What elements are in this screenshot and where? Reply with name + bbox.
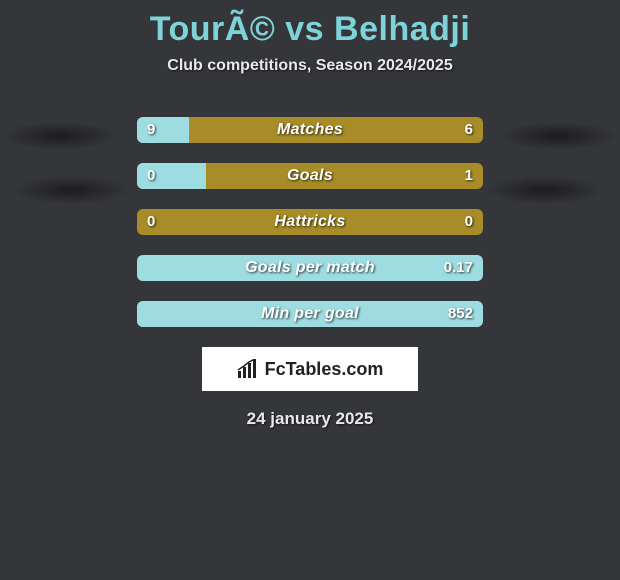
shadow-oval: [2, 122, 118, 150]
right-value: 0.17: [444, 255, 473, 281]
row-label: Matches: [137, 117, 483, 143]
row-label: Hattricks: [137, 209, 483, 235]
shadow-oval: [13, 176, 129, 204]
page-subtitle: Club competitions, Season 2024/2025: [0, 57, 620, 75]
comparison-row: 9Matches6: [137, 117, 483, 143]
right-value: 0: [465, 209, 473, 235]
branding-text: FcTables.com: [265, 359, 384, 380]
shadow-oval: [500, 122, 616, 150]
shadow-oval: [487, 176, 603, 204]
row-label: Min per goal: [137, 301, 483, 327]
branding-badge: FcTables.com: [202, 347, 418, 391]
comparison-row: Min per goal852: [137, 301, 483, 327]
chart-icon: [237, 359, 259, 379]
page-title: TourÃ© vs Belhadji: [0, 0, 620, 49]
comparison-row: Goals per match0.17: [137, 255, 483, 281]
right-value: 6: [465, 117, 473, 143]
right-value: 852: [448, 301, 473, 327]
comparison-row: 0Goals1: [137, 163, 483, 189]
footer-date: 24 january 2025: [0, 409, 620, 429]
comparison-rows: 9Matches60Goals10Hattricks0Goals per mat…: [137, 117, 483, 327]
right-value: 1: [465, 163, 473, 189]
comparison-row: 0Hattricks0: [137, 209, 483, 235]
row-label: Goals: [137, 163, 483, 189]
row-label: Goals per match: [137, 255, 483, 281]
